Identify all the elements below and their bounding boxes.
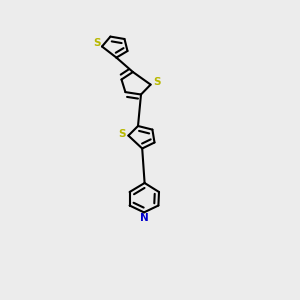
Text: N: N bbox=[140, 213, 148, 223]
Text: S: S bbox=[118, 129, 126, 139]
Text: S: S bbox=[93, 38, 100, 49]
Text: S: S bbox=[154, 77, 161, 87]
